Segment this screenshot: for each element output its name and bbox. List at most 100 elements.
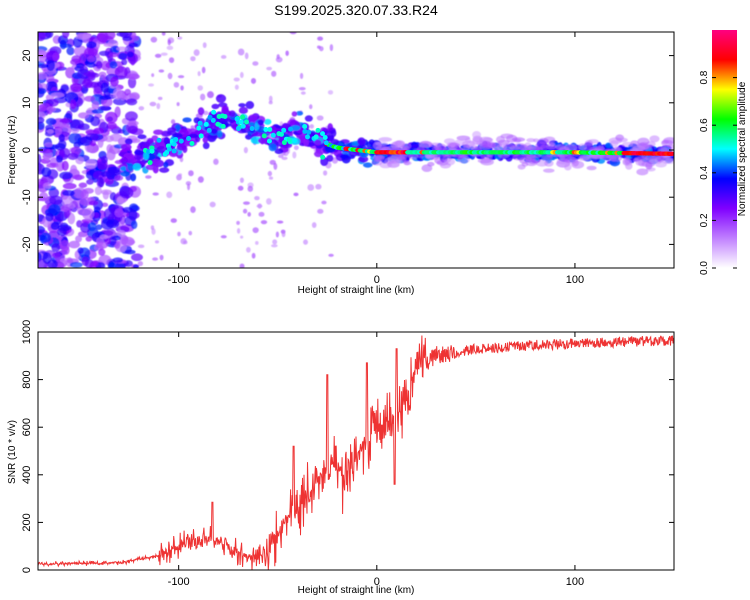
spectrogram-cell	[240, 235, 244, 239]
colorbar-tick-label: 0.0	[699, 261, 710, 275]
spectrogram-cell	[271, 244, 278, 248]
spectrogram-cell	[151, 73, 155, 78]
spectrogram-cell	[258, 211, 265, 217]
spectrogram-cell	[236, 228, 241, 234]
spectrogram-y-tick-label: -20	[21, 236, 33, 252]
spectrogram-cell	[38, 116, 45, 124]
spectrogram-cell	[59, 118, 73, 124]
spectrogram-cell	[197, 120, 203, 126]
spectrogram-cell	[47, 74, 55, 82]
spectrogram-cell	[60, 205, 69, 212]
spectrogram-cell	[77, 112, 90, 119]
spectrogram-cell	[45, 32, 54, 39]
spectrogram-cell	[251, 252, 256, 259]
spectrogram-cell	[247, 185, 254, 192]
spectrogram-cell	[203, 121, 209, 127]
spectrogram-cell	[83, 187, 94, 194]
spectrogram-cell	[95, 224, 103, 230]
snr-y-tick-label: 400	[21, 466, 33, 484]
spectrogram-cell	[161, 32, 166, 36]
spectrogram-cell	[119, 93, 127, 101]
spectrogram-cell	[177, 36, 183, 40]
spectrogram-cell	[313, 134, 319, 140]
spectrogram-cell	[177, 75, 185, 79]
spectrogram-cell	[240, 114, 246, 120]
spectrogram-cell	[645, 161, 653, 170]
spectrogram-cell	[202, 110, 209, 116]
spectrogram-cell	[329, 44, 334, 52]
spectrogram-x-tick-label: -100	[168, 274, 190, 286]
spectrogram-cell	[278, 154, 284, 159]
spectrogram-cell	[128, 42, 139, 48]
spectrogram-cell	[323, 140, 329, 146]
spectrogram-cell	[79, 136, 93, 147]
spectrogram-cell	[152, 192, 159, 196]
spectrogram-y-axis-label: Frequency (Hz)	[7, 116, 18, 185]
spectrogram-cell	[190, 125, 195, 130]
spectrogram-cell	[542, 168, 555, 173]
spectrogram-cell	[185, 181, 192, 186]
spectrogram-cell	[92, 261, 99, 267]
spectrogram-cell	[139, 141, 151, 148]
snr-x-axis-label: Height of straight line (km)	[298, 585, 415, 596]
spectrogram-cell	[38, 72, 48, 80]
spectrogram-cell	[509, 145, 520, 151]
spectrogram-cell	[87, 47, 98, 57]
spectrogram-cell	[71, 55, 82, 63]
spectrogram-cell	[206, 134, 217, 143]
spectrogram-cell	[151, 228, 156, 235]
spectrogram-cell	[339, 154, 349, 159]
spectrogram-cell	[281, 140, 287, 146]
colorbar-tick-label: 0.6	[699, 118, 710, 132]
spectrogram-cell	[118, 52, 128, 60]
spectrogram-cell	[51, 243, 61, 253]
spectrogram-cell	[250, 78, 257, 84]
spectrogram-cell	[124, 88, 132, 96]
spectrogram-cell	[268, 143, 277, 152]
spectrogram-cell	[270, 132, 276, 138]
spectrogram-cell	[632, 145, 646, 152]
spectrogram-cell	[249, 126, 255, 132]
spectrogram-cell	[93, 127, 104, 135]
spectrogram-x-tick-label: 0	[374, 274, 380, 286]
spectrogram-cell	[267, 127, 273, 133]
spectrogram-cell	[60, 239, 70, 252]
spectrogram-cell	[544, 159, 554, 167]
spectrogram-cell	[657, 156, 665, 163]
spectrogram-cell	[379, 161, 393, 169]
spectrogram-cell	[207, 91, 214, 99]
spectrogram-cell	[121, 58, 128, 66]
spectrogram-cell	[472, 131, 482, 139]
spectrogram-cell	[127, 73, 140, 80]
spectrogram-cell	[480, 158, 494, 166]
spectrogram-cell	[114, 175, 124, 181]
spectrogram-cell	[434, 143, 447, 152]
spectrogram-cell	[248, 114, 258, 123]
spectrogram-cell	[240, 123, 246, 129]
spectrogram-cell	[157, 96, 163, 101]
spectrogram-cell	[281, 230, 286, 238]
spectrogram-cell	[239, 71, 244, 79]
spectrogram-cell	[463, 143, 470, 152]
spectrogram-cell	[315, 127, 321, 133]
spectrogram-cell	[538, 137, 549, 145]
spectrogram-cell	[130, 220, 138, 230]
spectrogram-cell	[207, 114, 213, 120]
spectrogram-cell	[104, 111, 118, 124]
spectrogram-cell	[295, 111, 304, 116]
spectrogram-cell	[158, 167, 170, 173]
spectrogram-cell	[79, 53, 87, 64]
spectrogram-cell	[86, 41, 97, 49]
spectrogram-cell	[171, 141, 177, 147]
spectrogram-cell	[211, 128, 218, 135]
spectrogram-cell	[661, 139, 669, 145]
spectrogram-cell	[275, 231, 279, 238]
spectrogram-cell	[62, 190, 75, 197]
spectrogram-cell	[85, 236, 93, 242]
spectrogram-cell	[278, 131, 284, 137]
spectrogram-cell	[188, 133, 199, 138]
spectrogram-cell	[197, 107, 205, 116]
spectrogram-cell	[525, 158, 538, 167]
spectrogram-cell	[320, 154, 326, 160]
